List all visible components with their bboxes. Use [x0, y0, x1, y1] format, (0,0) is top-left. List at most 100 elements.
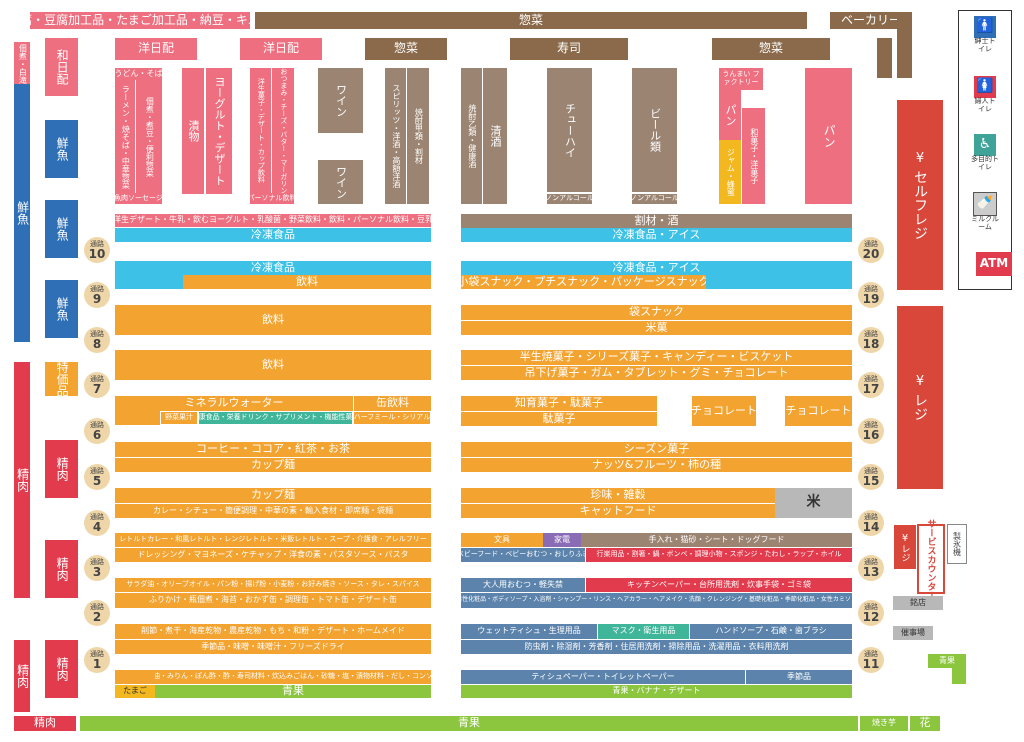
bungu-section[interactable]: 文具 [461, 533, 543, 547]
spirits-section[interactable]: スピリッツ・洋酒・高額洋酒 [385, 68, 407, 204]
danseika-section[interactable]: 男性化粧品・ボディソープ・入浴剤・シャンプー・リンス・ヘアカラー・ヘアメイク・洗… [461, 592, 852, 608]
seishu-section[interactable]: 清酒 [483, 68, 507, 204]
service-regi[interactable]: ¥ レジ [893, 524, 917, 570]
handsoap-section[interactable]: ハンドソープ・石鹸・歯ブラシ [689, 624, 852, 639]
half-section[interactable]: ハーフミール・シリアル [353, 411, 431, 425]
kome-section[interactable]: 米 [775, 488, 852, 518]
dagashi-section[interactable]: 駄菓子 [461, 411, 657, 426]
inryou-left-1[interactable]: 飲料 [183, 275, 431, 289]
multi-toilet[interactable]: ♿ 多目的トイレ [962, 134, 1008, 171]
nonalc-section-2[interactable]: ノンアルコール [632, 193, 677, 204]
kouraku-section[interactable]: 行楽用品・割箸・鍋・ボンベ・調理小物・スポンジ・たわし・ラップ・ホイル [585, 547, 852, 562]
cupmen-section-2[interactable]: カップ麺 [115, 488, 431, 503]
tsukudani-section[interactable]: 佃煮・煮豆・便利惣菜 [136, 80, 162, 193]
wahibi-section[interactable]: 和日配 [45, 38, 78, 96]
regi[interactable]: ¥ レジ [897, 306, 943, 489]
seiniku-wall-2[interactable]: 精肉 [14, 640, 30, 712]
reitou-left-1[interactable]: 冷凍食品 [115, 228, 431, 242]
kaden-section[interactable]: 家電 [543, 533, 581, 547]
souzai-section-2[interactable]: 惣菜 [712, 38, 830, 60]
otsumami-section[interactable]: おつまみ・チーズ・バター・マーガリン [272, 68, 294, 193]
souzai-section-1[interactable]: 惣菜 [365, 38, 447, 60]
sengyo-section-2[interactable]: 鮮魚 [45, 200, 78, 258]
cupmen-section-1[interactable]: カップ麺 [115, 457, 431, 472]
ramen-section[interactable]: ラーメン・焼そば・中華惣菜 [115, 80, 136, 193]
meiten-section[interactable]: 銘店 [893, 596, 943, 610]
chiiku-section[interactable]: 知育菓子・駄菓子 [461, 396, 657, 411]
season-section[interactable]: シーズン菓子 [461, 442, 852, 457]
chinmi-section[interactable]: 珍味・雑穀 [461, 488, 775, 503]
umai-section[interactable]: うんまい ファクトリー [719, 68, 763, 90]
seiniku-section-3[interactable]: 精肉 [45, 640, 78, 698]
seiniku-bottom[interactable]: 精肉 [14, 716, 76, 731]
tokka-section[interactable]: 特価品 [45, 362, 78, 396]
tsukemono-section[interactable]: 漬物 [182, 68, 204, 194]
kisetsu-right-section[interactable]: 季節品 [745, 670, 852, 684]
men-toilet[interactable]: 🚹 紳士トイレ [962, 16, 1008, 53]
shoyu-section[interactable]: 醤油・みりん・ぽん酢・酢・寿司材料・炊込みごはん・砂糖・塩・漬物材料・だし・コン… [155, 670, 431, 684]
reitou-left-2[interactable]: 冷凍食品 [115, 261, 431, 275]
retort-section[interactable]: レトルトカレー・和風レトルト・レンジレトルト・米飯レトルト・スープ・介護食・アレ… [115, 533, 431, 547]
kezuri-section[interactable]: 削節・煮干・海産乾物・農産乾物・もち・和粉・デザート・ホームメイド [115, 624, 431, 639]
warizai-section[interactable]: 割材・酒 [461, 214, 852, 228]
beika-section[interactable]: 米菓 [461, 320, 852, 335]
souzai-top-section[interactable]: 惣菜 [255, 12, 807, 29]
nuts-section[interactable]: ナッツ&フルーツ・柿の種 [461, 457, 852, 472]
seika-banana-section[interactable]: 青果・バナナ・デザート [461, 684, 852, 698]
sengyo-section-1[interactable]: 鮮魚 [45, 120, 78, 178]
sushi-section[interactable]: 寿司 [510, 38, 628, 60]
shochu-otsu-section[interactable]: 焼酎乙類・健康酒 [461, 68, 483, 204]
milk-room[interactable]: 🍼 ミルクルーム [962, 192, 1008, 231]
seika-left-section[interactable]: 青果 [155, 684, 431, 698]
chuhai-section[interactable]: チューハイ [547, 68, 592, 192]
yogurt-section[interactable]: ヨーグルト・デザート [206, 68, 232, 194]
kitchen-section[interactable]: キッチンペーパー・台所用洗剤・炊事手袋・ゴミ袋 [585, 578, 852, 592]
women-toilet[interactable]: 🚺 婦人トイレ [962, 76, 1008, 113]
tissue-section[interactable]: ティシュペーパー・トイレットペーパー [461, 670, 745, 684]
kan-section[interactable]: 缶飲料 [353, 396, 431, 411]
furikake-section[interactable]: ふりかけ・瓶佃煮・海苔・おかず缶・調理缶・トマト缶・デザート缶 [115, 592, 431, 608]
tamago-section[interactable]: たまご [115, 684, 155, 698]
hana-section[interactable]: 花 [910, 716, 940, 731]
saiji-section[interactable]: 催事場 [893, 626, 933, 640]
pan-big-section[interactable]: パン [805, 68, 852, 204]
dressing-section[interactable]: ドレッシング・マヨネーズ・ケチャップ・洋食の素・パスタソース・パスタ [115, 547, 431, 562]
seihyouki[interactable]: 製氷機 [947, 524, 967, 564]
snack-small-section[interactable]: 小袋スナック・プチスナック・パッケージスナック [461, 275, 706, 289]
catfood-section[interactable]: キャットフード [461, 503, 775, 518]
atm[interactable]: ATM [976, 252, 1012, 276]
wagashi-section[interactable]: 和菓子・洋菓子 [741, 108, 765, 204]
shochu-kou-section[interactable]: 焼酎甲類・割材 [407, 68, 429, 204]
inryou-left-3[interactable]: 飲料 [115, 350, 431, 380]
beer-section[interactable]: ビール類 [632, 68, 677, 192]
tofu-section[interactable]: 豆腐・豆腐加工品・たまご加工品・納豆・キムチ [30, 12, 250, 29]
yasai-section[interactable]: 野菜果汁 [160, 411, 198, 425]
mask-section[interactable]: マスク・衛生用品 [597, 624, 689, 639]
nonalc-section-1[interactable]: ノンアルコール [547, 193, 592, 204]
inryou-left-2[interactable]: 飲料 [115, 305, 431, 335]
service-counter[interactable]: サービスカウンター [917, 519, 945, 600]
otona-section[interactable]: 大人用おむつ・軽失禁 [461, 578, 585, 592]
reitou-ice-1[interactable]: 冷凍食品・アイス [461, 228, 852, 242]
seika-bottom[interactable]: 青果 [80, 716, 858, 731]
jam-section[interactable]: ジャム・蜂蜜 [719, 140, 741, 204]
choco-section-1[interactable]: チョコレート [692, 396, 756, 426]
personal-section[interactable]: パーソナル飲料 [250, 193, 294, 204]
coffee-section[interactable]: コーヒー・ココア・紅茶・お茶 [115, 442, 431, 457]
salad-section[interactable]: サラダ油・オリーブオイル・パン粉・揚げ粉・小麦粉・お好み焼き・ソース・タレ・スパ… [115, 578, 431, 592]
mineral-section[interactable]: ミネラルウォーター [115, 396, 353, 411]
bakery-section[interactable]: ベーカリー [830, 12, 912, 29]
tsurishita-section[interactable]: 吊下げ菓子・ガム・タブレット・グミ・チョコレート [461, 365, 852, 380]
seiniku-wall-1[interactable]: 精肉 [14, 362, 30, 598]
teire-section[interactable]: 手入れ・猫砂・シート・ドッグフード [581, 533, 852, 547]
choco-section-2[interactable]: チョコレート [785, 396, 852, 426]
reitou-ice-2[interactable]: 冷凍食品・アイス [461, 261, 852, 275]
yogashi-line[interactable]: 洋生デザート・牛乳・飲むヨーグルト・乳酸菌・野菜飲料・飲料・パーソナル飲料・豆乳 [115, 214, 431, 227]
pan-section-v[interactable]: パン [719, 90, 741, 140]
seika-small-section[interactable]: 青果 [928, 654, 966, 668]
wet-section[interactable]: ウェットティシュ・生理用品 [461, 624, 597, 639]
kenkou-section[interactable]: 健康食品・栄養ドリンク・サプリメント・機能性菓子 [198, 411, 353, 425]
curry-section[interactable]: カレー・シチュー・簡便調理・中華の素・輸入食材・即席麺・袋麺 [115, 503, 431, 518]
sengyo-section-3[interactable]: 鮮魚 [45, 280, 78, 338]
fukuro-section[interactable]: 袋スナック [461, 305, 852, 320]
